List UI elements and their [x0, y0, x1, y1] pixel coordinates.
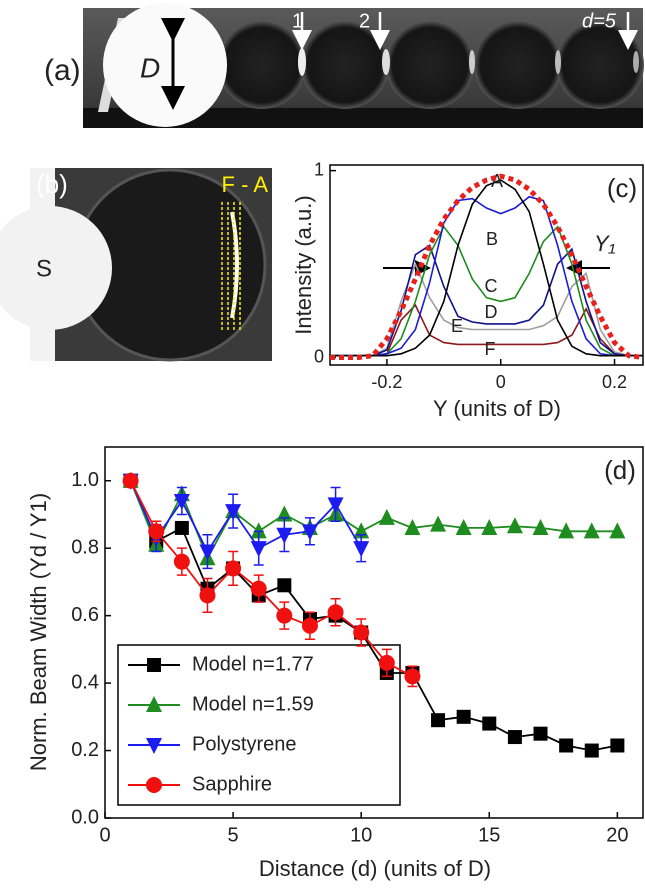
data-point [199, 544, 216, 561]
data-point [455, 518, 472, 535]
data-point [430, 515, 447, 532]
panel-label: (b) [36, 169, 68, 199]
data-point [277, 578, 292, 593]
series-line [330, 179, 643, 357]
legend-marker [146, 738, 162, 754]
data-point [609, 522, 626, 539]
series-label: B [486, 229, 498, 249]
data-point [276, 527, 293, 544]
legend-marker [147, 658, 161, 672]
legend-label: Model n=1.77 [192, 653, 314, 675]
data-point [378, 654, 395, 671]
data-point [353, 541, 370, 558]
data-point [507, 730, 522, 745]
data-point [558, 522, 575, 539]
y-tick-label: 0.2 [71, 739, 99, 761]
series-line [330, 173, 644, 360]
series-line [330, 195, 643, 357]
y-axis-label: Norm. Beam Width (Yd / Y1) [26, 493, 51, 771]
data-point [481, 518, 498, 535]
data-point [583, 522, 600, 539]
annotation: Y₁ [594, 231, 616, 256]
data-point [276, 607, 293, 624]
data-point [431, 713, 446, 728]
series-label: F [485, 339, 496, 359]
data-point [327, 497, 344, 514]
series-line [330, 244, 643, 357]
x-tick-label: -0.2 [371, 372, 402, 392]
data-point [173, 493, 190, 510]
legend-label: Polystyrene [192, 733, 297, 755]
y-tick-label: 0.0 [71, 806, 99, 828]
photo-label: 2 [359, 10, 370, 32]
x-tick-label: 20 [606, 824, 628, 846]
data-point [301, 524, 318, 541]
plot-frame [104, 446, 644, 819]
panel-label: (c) [607, 173, 637, 203]
legend-marker [146, 696, 162, 712]
panel-label: (d) [604, 455, 636, 485]
data-point [174, 520, 189, 535]
legend [117, 644, 401, 806]
data-point [250, 580, 267, 597]
photo-label: F - A [222, 172, 269, 197]
data-point [456, 709, 471, 724]
y-tick-label: 0.8 [71, 536, 99, 558]
photo-a [83, 3, 644, 128]
y-tick-label: 0 [314, 346, 324, 366]
data-point [225, 560, 242, 577]
data-point [404, 518, 421, 535]
y-tick-label: 0.4 [71, 671, 99, 693]
y-axis-label: Intensity (a.u.) [291, 195, 316, 334]
y-tick-label: 1.0 [71, 469, 99, 491]
data-point [404, 668, 421, 685]
data-point [173, 553, 190, 570]
data-point [353, 624, 370, 641]
data-point [506, 517, 523, 534]
x-tick-label: 0.2 [602, 372, 627, 392]
series-label: C [485, 276, 498, 296]
data-point [250, 541, 267, 558]
x-tick-label: 0 [99, 824, 110, 846]
data-point [122, 472, 139, 489]
data-point [250, 522, 267, 539]
data-point [610, 738, 625, 753]
photo-label: S [36, 255, 52, 282]
y-tick-label: 1 [314, 159, 324, 179]
panel-label: (a) [44, 54, 81, 87]
data-point [327, 604, 344, 621]
legend-label: Model n=1.59 [192, 693, 314, 715]
data-point [148, 523, 165, 540]
series-line [129, 480, 362, 554]
x-axis-label: Y (units of D) [433, 396, 561, 421]
data-point [533, 726, 548, 741]
data-point [482, 716, 497, 731]
plot-frame [329, 164, 644, 366]
data-point [584, 743, 599, 758]
x-tick-label: 0 [496, 372, 506, 392]
series-label: E [451, 316, 463, 336]
x-tick-label: 15 [478, 824, 500, 846]
photo-label: d=5 [582, 10, 617, 32]
photo-label: 1 [292, 10, 303, 32]
data-point [225, 504, 242, 521]
data-point [199, 587, 216, 604]
photo-b [0, 168, 272, 362]
x-axis-label: Distance (d) (units of D) [259, 856, 491, 881]
x-tick-label: 5 [228, 824, 239, 846]
legend-marker [146, 777, 162, 793]
y-tick-label: 0.6 [71, 604, 99, 626]
data-point [532, 518, 549, 535]
x-tick-label: 10 [350, 824, 372, 846]
data-point [378, 508, 395, 525]
data-point [301, 617, 318, 634]
data-point [559, 738, 574, 753]
photo-label: D [140, 52, 160, 83]
series-label: D [485, 302, 498, 322]
legend-label: Sapphire [192, 773, 272, 795]
